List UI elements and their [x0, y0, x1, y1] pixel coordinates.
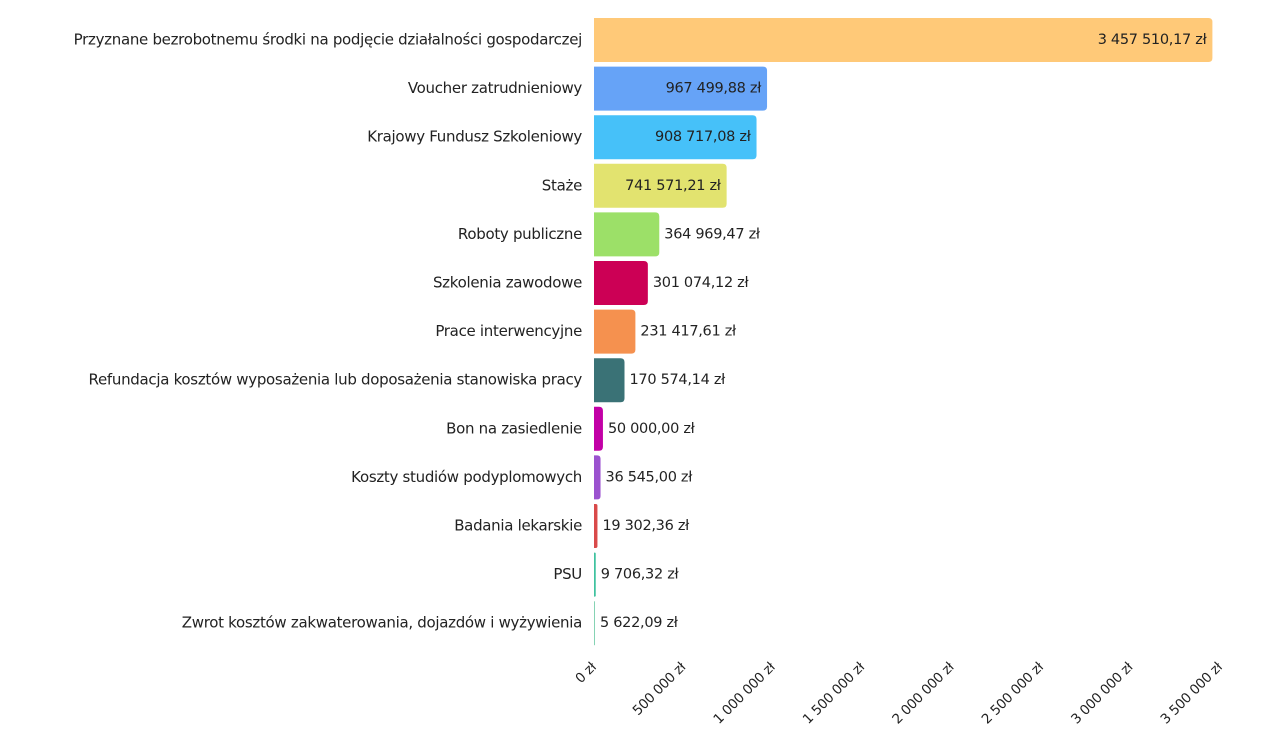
- bar: [594, 455, 601, 500]
- value-label: 19 302,36 zł: [602, 518, 690, 534]
- bar: [594, 261, 648, 305]
- bar: [594, 212, 660, 257]
- value-label: 170 574,14 zł: [630, 372, 727, 388]
- bar: [594, 504, 598, 548]
- y-tick-label: Przyznane bezrobotnemu środki na podjęci…: [74, 31, 582, 49]
- y-tick-label: Refundacja kosztów wyposażenia lub dopos…: [89, 371, 583, 389]
- value-label: 36 545,00 zł: [606, 469, 694, 485]
- x-tick-label: 2 000 000 zł: [889, 659, 957, 727]
- x-tick-label: 1 000 000 zł: [710, 659, 778, 727]
- y-tick-label: Bon na zasiedlenie: [446, 419, 582, 437]
- y-tick-label: Voucher zatrudnieniowy: [408, 79, 583, 97]
- bar: [594, 552, 596, 597]
- bar: [594, 358, 625, 403]
- bar: [594, 18, 1213, 62]
- x-tick-label: 3 000 000 zł: [1068, 659, 1136, 727]
- bar: [594, 66, 768, 111]
- bar: [594, 601, 596, 646]
- y-tick-label: Roboty publiczne: [458, 225, 582, 243]
- value-label: 967 499,88 zł: [666, 81, 763, 97]
- value-label: 741 571,21 zł: [625, 178, 722, 194]
- bar: [594, 406, 603, 451]
- value-label: 364 969,47 zł: [664, 226, 761, 242]
- y-tick-label: PSU: [553, 565, 582, 583]
- y-tick-label: Krajowy Fundusz Szkoleniowy: [367, 128, 582, 146]
- bar: [594, 309, 636, 354]
- y-tick-label: Koszty studiów podyplomowych: [351, 468, 582, 486]
- x-tick-label: 3 500 000 zł: [1158, 659, 1226, 727]
- value-label: 231 417,61 zł: [640, 324, 737, 340]
- x-tick-label: 0 zł: [572, 659, 600, 687]
- y-tick-label: Badania lekarskie: [454, 517, 582, 535]
- bar: [594, 115, 757, 160]
- x-tick-label: 1 500 000 zł: [800, 659, 868, 727]
- y-tick-label: Prace interwencyjne: [435, 322, 582, 340]
- value-label: 301 074,12 zł: [653, 275, 750, 291]
- y-tick-label: Staże: [542, 176, 582, 194]
- x-tick-label: 500 000 zł: [630, 659, 690, 719]
- x-tick-label: 2 500 000 zł: [979, 659, 1047, 727]
- value-label: 3 457 510,17 zł: [1098, 32, 1208, 48]
- y-tick-label: Szkolenia zawodowe: [433, 274, 582, 292]
- value-label: 908 717,08 zł: [655, 129, 752, 145]
- value-label: 5 622,09 zł: [600, 615, 679, 631]
- value-label: 50 000,00 zł: [608, 421, 696, 437]
- value-label: 9 706,32 zł: [601, 567, 680, 583]
- bar: [594, 163, 727, 208]
- y-tick-label: Zwrot kosztów zakwaterowania, dojazdów i…: [182, 614, 582, 632]
